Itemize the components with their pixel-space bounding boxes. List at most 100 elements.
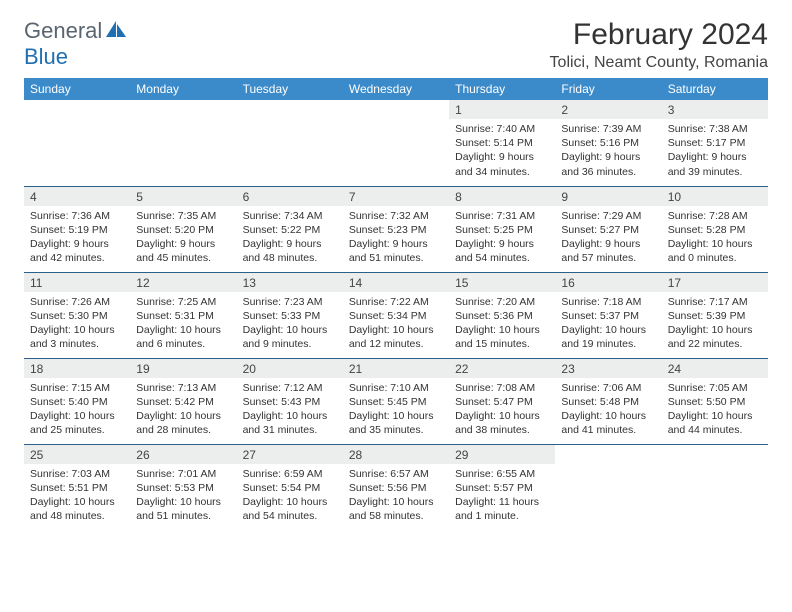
day-details: Sunrise: 7:01 AMSunset: 5:53 PMDaylight:… xyxy=(130,464,236,530)
calendar-cell: 17Sunrise: 7:17 AMSunset: 5:39 PMDayligh… xyxy=(662,272,768,358)
day-details: Sunrise: 6:59 AMSunset: 5:54 PMDaylight:… xyxy=(237,464,343,530)
calendar-cell: 29Sunrise: 6:55 AMSunset: 5:57 PMDayligh… xyxy=(449,444,555,530)
day-number: 17 xyxy=(662,273,768,292)
day-details: Sunrise: 7:38 AMSunset: 5:17 PMDaylight:… xyxy=(662,119,768,185)
calendar-cell: 12Sunrise: 7:25 AMSunset: 5:31 PMDayligh… xyxy=(130,272,236,358)
calendar-cell: 2Sunrise: 7:39 AMSunset: 5:16 PMDaylight… xyxy=(555,100,661,186)
day-details: Sunrise: 7:03 AMSunset: 5:51 PMDaylight:… xyxy=(24,464,130,530)
day-details: Sunrise: 7:15 AMSunset: 5:40 PMDaylight:… xyxy=(24,378,130,444)
title-block: February 2024 Tolici, Neamt County, Roma… xyxy=(550,18,768,72)
day-number: 8 xyxy=(449,187,555,206)
day-details: Sunrise: 7:26 AMSunset: 5:30 PMDaylight:… xyxy=(24,292,130,358)
calendar-cell: 6Sunrise: 7:34 AMSunset: 5:22 PMDaylight… xyxy=(237,186,343,272)
day-details: Sunrise: 7:12 AMSunset: 5:43 PMDaylight:… xyxy=(237,378,343,444)
day-details: Sunrise: 7:10 AMSunset: 5:45 PMDaylight:… xyxy=(343,378,449,444)
calendar-cell: 5Sunrise: 7:35 AMSunset: 5:20 PMDaylight… xyxy=(130,186,236,272)
calendar-week: 4Sunrise: 7:36 AMSunset: 5:19 PMDaylight… xyxy=(24,186,768,272)
calendar-cell: 21Sunrise: 7:10 AMSunset: 5:45 PMDayligh… xyxy=(343,358,449,444)
calendar-cell: 15Sunrise: 7:20 AMSunset: 5:36 PMDayligh… xyxy=(449,272,555,358)
calendar-week: 18Sunrise: 7:15 AMSunset: 5:40 PMDayligh… xyxy=(24,358,768,444)
logo-text-blue: Blue xyxy=(24,44,68,69)
calendar-cell: 3Sunrise: 7:38 AMSunset: 5:17 PMDaylight… xyxy=(662,100,768,186)
day-number: 25 xyxy=(24,445,130,464)
calendar-week: 11Sunrise: 7:26 AMSunset: 5:30 PMDayligh… xyxy=(24,272,768,358)
logo: General xyxy=(24,18,130,44)
day-number: 29 xyxy=(449,445,555,464)
calendar-cell: 9Sunrise: 7:29 AMSunset: 5:27 PMDaylight… xyxy=(555,186,661,272)
day-details: Sunrise: 7:25 AMSunset: 5:31 PMDaylight:… xyxy=(130,292,236,358)
day-number: 18 xyxy=(24,359,130,378)
calendar-cell: 8Sunrise: 7:31 AMSunset: 5:25 PMDaylight… xyxy=(449,186,555,272)
calendar-cell: 19Sunrise: 7:13 AMSunset: 5:42 PMDayligh… xyxy=(130,358,236,444)
calendar-cell: 11Sunrise: 7:26 AMSunset: 5:30 PMDayligh… xyxy=(24,272,130,358)
calendar-cell: 16Sunrise: 7:18 AMSunset: 5:37 PMDayligh… xyxy=(555,272,661,358)
calendar-cell: 22Sunrise: 7:08 AMSunset: 5:47 PMDayligh… xyxy=(449,358,555,444)
day-number: 1 xyxy=(449,100,555,119)
calendar-head: SundayMondayTuesdayWednesdayThursdayFrid… xyxy=(24,78,768,100)
day-header: Sunday xyxy=(24,78,130,100)
day-header: Friday xyxy=(555,78,661,100)
day-number: 6 xyxy=(237,187,343,206)
day-number: 21 xyxy=(343,359,449,378)
day-details: Sunrise: 7:05 AMSunset: 5:50 PMDaylight:… xyxy=(662,378,768,444)
day-details: Sunrise: 7:32 AMSunset: 5:23 PMDaylight:… xyxy=(343,206,449,272)
day-details: Sunrise: 7:23 AMSunset: 5:33 PMDaylight:… xyxy=(237,292,343,358)
calendar-cell xyxy=(343,100,449,186)
day-number: 23 xyxy=(555,359,661,378)
day-header: Wednesday xyxy=(343,78,449,100)
logo-blue-wrap: Blue xyxy=(24,44,68,70)
calendar-cell xyxy=(555,444,661,530)
calendar-cell: 7Sunrise: 7:32 AMSunset: 5:23 PMDaylight… xyxy=(343,186,449,272)
day-number: 12 xyxy=(130,273,236,292)
day-header: Thursday xyxy=(449,78,555,100)
day-number: 4 xyxy=(24,187,130,206)
calendar-cell: 1Sunrise: 7:40 AMSunset: 5:14 PMDaylight… xyxy=(449,100,555,186)
day-number: 16 xyxy=(555,273,661,292)
day-number: 10 xyxy=(662,187,768,206)
calendar-cell: 23Sunrise: 7:06 AMSunset: 5:48 PMDayligh… xyxy=(555,358,661,444)
calendar-cell: 26Sunrise: 7:01 AMSunset: 5:53 PMDayligh… xyxy=(130,444,236,530)
day-number: 2 xyxy=(555,100,661,119)
calendar-table: SundayMondayTuesdayWednesdayThursdayFrid… xyxy=(24,78,768,530)
calendar-cell xyxy=(24,100,130,186)
day-details: Sunrise: 6:55 AMSunset: 5:57 PMDaylight:… xyxy=(449,464,555,530)
day-details: Sunrise: 7:08 AMSunset: 5:47 PMDaylight:… xyxy=(449,378,555,444)
day-details: Sunrise: 7:40 AMSunset: 5:14 PMDaylight:… xyxy=(449,119,555,185)
day-number: 14 xyxy=(343,273,449,292)
day-header: Monday xyxy=(130,78,236,100)
calendar-cell: 28Sunrise: 6:57 AMSunset: 5:56 PMDayligh… xyxy=(343,444,449,530)
calendar-cell: 24Sunrise: 7:05 AMSunset: 5:50 PMDayligh… xyxy=(662,358,768,444)
calendar-cell: 14Sunrise: 7:22 AMSunset: 5:34 PMDayligh… xyxy=(343,272,449,358)
calendar-week: 25Sunrise: 7:03 AMSunset: 5:51 PMDayligh… xyxy=(24,444,768,530)
day-details: Sunrise: 7:29 AMSunset: 5:27 PMDaylight:… xyxy=(555,206,661,272)
day-details: Sunrise: 7:34 AMSunset: 5:22 PMDaylight:… xyxy=(237,206,343,272)
calendar-body: 1Sunrise: 7:40 AMSunset: 5:14 PMDaylight… xyxy=(24,100,768,530)
day-details: Sunrise: 7:06 AMSunset: 5:48 PMDaylight:… xyxy=(555,378,661,444)
calendar-cell: 25Sunrise: 7:03 AMSunset: 5:51 PMDayligh… xyxy=(24,444,130,530)
day-number: 27 xyxy=(237,445,343,464)
month-title: February 2024 xyxy=(550,18,768,52)
day-details: Sunrise: 7:20 AMSunset: 5:36 PMDaylight:… xyxy=(449,292,555,358)
location: Tolici, Neamt County, Romania xyxy=(550,54,768,72)
day-number: 19 xyxy=(130,359,236,378)
calendar-cell: 10Sunrise: 7:28 AMSunset: 5:28 PMDayligh… xyxy=(662,186,768,272)
calendar-cell: 20Sunrise: 7:12 AMSunset: 5:43 PMDayligh… xyxy=(237,358,343,444)
day-details: Sunrise: 7:31 AMSunset: 5:25 PMDaylight:… xyxy=(449,206,555,272)
day-number: 26 xyxy=(130,445,236,464)
day-header: Saturday xyxy=(662,78,768,100)
day-number: 7 xyxy=(343,187,449,206)
calendar-cell: 4Sunrise: 7:36 AMSunset: 5:19 PMDaylight… xyxy=(24,186,130,272)
day-details: Sunrise: 7:35 AMSunset: 5:20 PMDaylight:… xyxy=(130,206,236,272)
day-number: 3 xyxy=(662,100,768,119)
day-details: Sunrise: 7:13 AMSunset: 5:42 PMDaylight:… xyxy=(130,378,236,444)
day-details: Sunrise: 7:36 AMSunset: 5:19 PMDaylight:… xyxy=(24,206,130,272)
calendar-cell xyxy=(130,100,236,186)
day-number: 11 xyxy=(24,273,130,292)
logo-text-general: General xyxy=(24,18,102,44)
day-details: Sunrise: 7:28 AMSunset: 5:28 PMDaylight:… xyxy=(662,206,768,272)
day-number: 24 xyxy=(662,359,768,378)
header: General February 2024 Tolici, Neamt Coun… xyxy=(24,18,768,72)
day-number: 20 xyxy=(237,359,343,378)
day-details: Sunrise: 6:57 AMSunset: 5:56 PMDaylight:… xyxy=(343,464,449,530)
day-number: 28 xyxy=(343,445,449,464)
